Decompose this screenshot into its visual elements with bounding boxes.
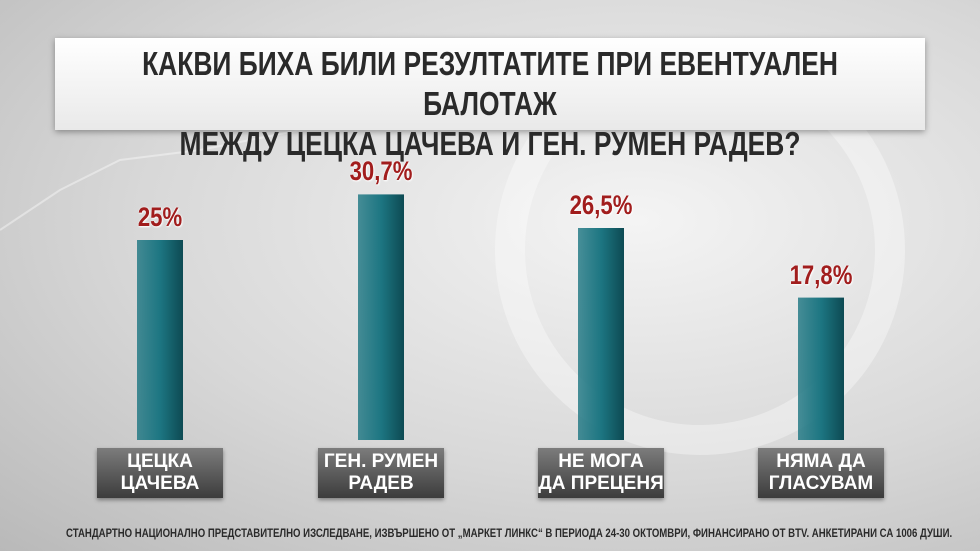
bar: [798, 297, 844, 440]
bar: [358, 194, 404, 440]
value-label: 25%: [137, 202, 183, 232]
value-label: 30,7%: [349, 156, 413, 187]
footnote: СТАНДАРТНО НАЦИОНАЛНО ПРЕДСТАВИТЕЛНО ИЗС…: [66, 526, 953, 540]
x-tick-label: ЦЕЦКА ЦАЧЕВА: [97, 448, 223, 498]
title-box: КАКВИ БИХА БИЛИ РЕЗУЛТАТИТЕ ПРИ ЕВЕНТУАЛ…: [55, 38, 925, 162]
x-tick-label: НЕ МОГА ДА ПРЕЦЕНЯ: [538, 448, 664, 498]
x-tick-label: ГЕН. РУМЕН РАДЕВ: [318, 448, 444, 498]
bar: [137, 240, 183, 440]
chart-title: КАКВИ БИХА БИЛИ РЕЗУЛТАТИТЕ ПРИ ЕВЕНТУАЛ…: [142, 45, 838, 162]
value-label: 17,8%: [789, 259, 853, 290]
value-label: 26,5%: [569, 190, 633, 220]
x-tick-label: НЯМА ДА ГЛАСУВАМ: [758, 448, 884, 498]
bar: [578, 228, 624, 440]
